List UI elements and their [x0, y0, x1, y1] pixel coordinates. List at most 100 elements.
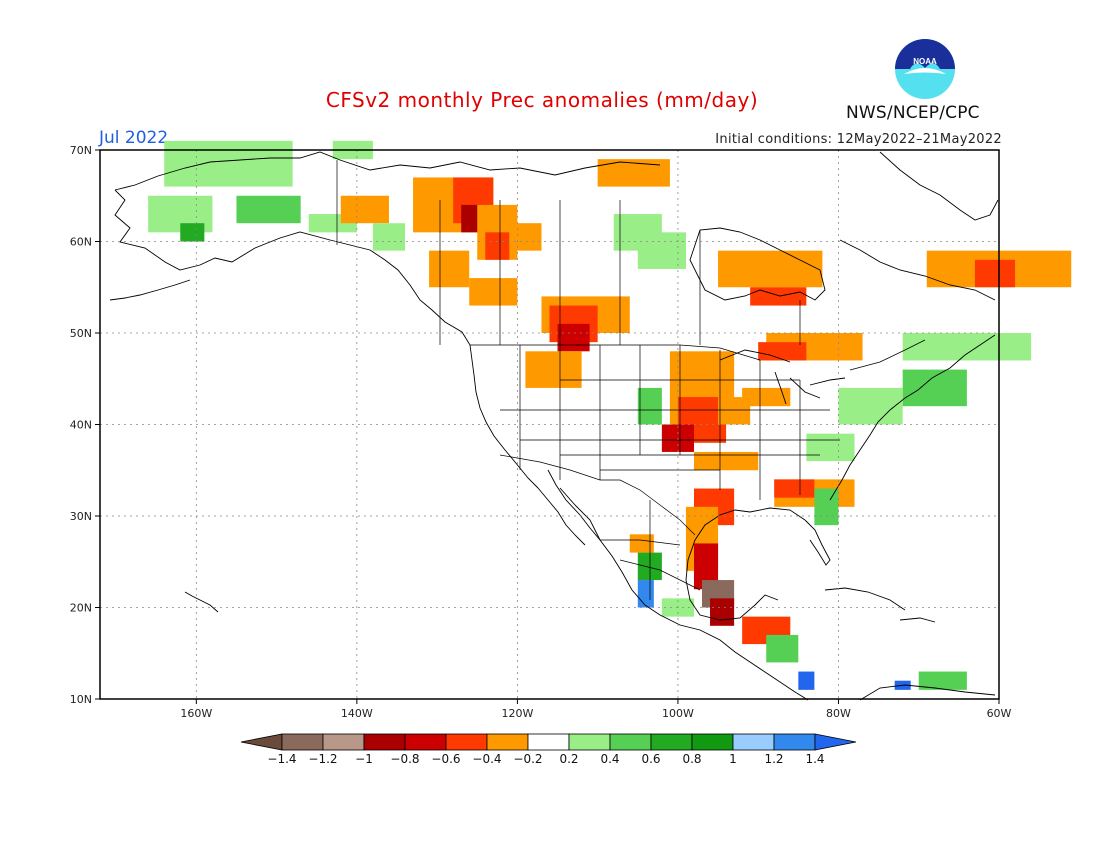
anomaly-cell-13 [485, 232, 510, 260]
lon-label: 100W [662, 707, 694, 720]
colorbar-label: −0.2 [513, 752, 542, 766]
anomaly-cell-48 [710, 598, 735, 626]
lat-label: 30N [70, 510, 92, 523]
great-lakes [719, 349, 846, 405]
alaska-coast [114, 151, 661, 191]
latitude-labels: 70N 60N 50N 40N 30N 20N 10N [70, 144, 92, 706]
colorbar-segment [773, 733, 816, 751]
colorbar-segment [445, 733, 488, 751]
colorbar-label: −0.6 [431, 752, 460, 766]
mexico-states [600, 500, 701, 600]
anomaly-cell-7 [372, 223, 406, 251]
colorbar-label: −0.8 [390, 752, 419, 766]
lon-label: 140W [341, 707, 373, 720]
colorbar-segment [568, 733, 611, 751]
anomaly-cell-19 [557, 323, 590, 352]
colorbar-label: 1.2 [764, 752, 783, 766]
anomaly-cell-56 [918, 671, 967, 690]
lat-label: 60N [70, 236, 92, 249]
colorbar-segment [609, 733, 652, 751]
anomaly-shading-layer [148, 140, 1072, 690]
anomaly-cell-39 [693, 451, 759, 471]
colorbar-segment [322, 733, 365, 751]
colorbar-segment [527, 733, 570, 751]
anomaly-cell-3 [236, 195, 301, 224]
canada-provinces [439, 200, 801, 345]
graticule-layer [100, 150, 999, 699]
colorbar-label: 0.6 [641, 752, 660, 766]
anomaly-cell-32 [902, 369, 967, 407]
greenland-coast [879, 151, 999, 221]
colorbar-segment [691, 733, 734, 751]
anomaly-cell-37 [637, 387, 662, 425]
colorbar-left-arrow [240, 733, 283, 751]
lat-label: 20N [70, 602, 92, 615]
longitude-labels: 160W 140W 120W 100W 80W 60W [180, 707, 1011, 720]
hispaniola [899, 617, 936, 623]
initial-conditions-label: Initial conditions: 12May2022–21May2022 [715, 132, 1002, 147]
west-coast-us [469, 344, 539, 489]
anomaly-cell-22 [637, 232, 686, 269]
anomaly-cell-16 [469, 278, 518, 306]
noaa-logo-icon: NOAA [895, 39, 955, 99]
anomaly-cell-31 [902, 333, 1032, 361]
anomaly-cell-30 [742, 387, 791, 407]
anomaly-cell-24 [718, 250, 823, 288]
anomaly-cell-15 [429, 250, 470, 288]
gulf-coast [685, 507, 806, 621]
colorbar-label: 1.4 [805, 752, 824, 766]
colorbar-segment [404, 733, 447, 751]
coastline-layer [109, 151, 999, 701]
lat-label: 50N [70, 327, 92, 340]
anomaly-cell-29 [758, 342, 807, 361]
colorbar-label: 0.2 [559, 752, 578, 766]
anomaly-cell-33 [838, 387, 903, 425]
forecast-month-label: Jul 2022 [99, 128, 169, 148]
colorbar-segment [281, 733, 324, 751]
alaska-southwest-coast [114, 189, 371, 271]
colorbar-labels: −1.4 −1.2 −1 −0.8 −0.6 −0.4 −0.2 0.2 0.4 0.6 0.8 1 1… [267, 752, 824, 766]
hudson-bay [689, 227, 826, 301]
mexico-west-coast [559, 487, 809, 701]
colorbar-label: −1.2 [308, 752, 337, 766]
anomaly-cell-51 [798, 671, 815, 690]
labrador-coast [839, 239, 996, 301]
colorbar-segment [486, 733, 529, 751]
anomaly-cell-20 [525, 351, 582, 388]
colorbar [240, 733, 857, 751]
political-borders-layer [336, 160, 926, 600]
anomaly-cell-14 [509, 223, 542, 251]
noaa-logo-text: NOAA [913, 57, 937, 66]
aleutian-islands [109, 279, 191, 301]
anomaly-cell-0 [164, 140, 293, 187]
lat-label: 10N [70, 693, 92, 706]
anomaly-cell-50 [766, 634, 799, 663]
anomaly-cell-54 [637, 580, 654, 608]
east-coast-us [829, 334, 996, 501]
agency-label: NWS/NCEP/CPC [846, 103, 980, 123]
colorbar-label: −1.4 [267, 752, 296, 766]
state-borders [500, 345, 840, 500]
colorbar-label: −1 [355, 752, 373, 766]
anomaly-cell-41 [774, 479, 815, 498]
colorbar-segment [363, 733, 406, 751]
florida [804, 519, 831, 566]
anomaly-cell-38 [718, 397, 751, 425]
pacific-northwest-coast [369, 249, 471, 346]
hawaii [184, 591, 219, 613]
lon-label: 60W [987, 707, 1012, 720]
map-title: CFSv2 monthly Prec anomalies (mm/day) [325, 88, 759, 112]
anomaly-cell-52 [629, 534, 654, 553]
colorbar-label: 0.8 [682, 752, 701, 766]
anomaly-cell-2 [180, 223, 205, 242]
lat-label: 70N [70, 144, 92, 157]
anomaly-cell-6 [340, 195, 389, 224]
cuba [824, 587, 906, 611]
colorbar-label: 0.4 [600, 752, 619, 766]
axis-ticks-layer [95, 149, 1000, 704]
colorbar-label: −0.4 [472, 752, 501, 766]
colorbar-segment [732, 733, 775, 751]
south-america-coast [859, 684, 996, 701]
lon-label: 120W [501, 707, 533, 720]
